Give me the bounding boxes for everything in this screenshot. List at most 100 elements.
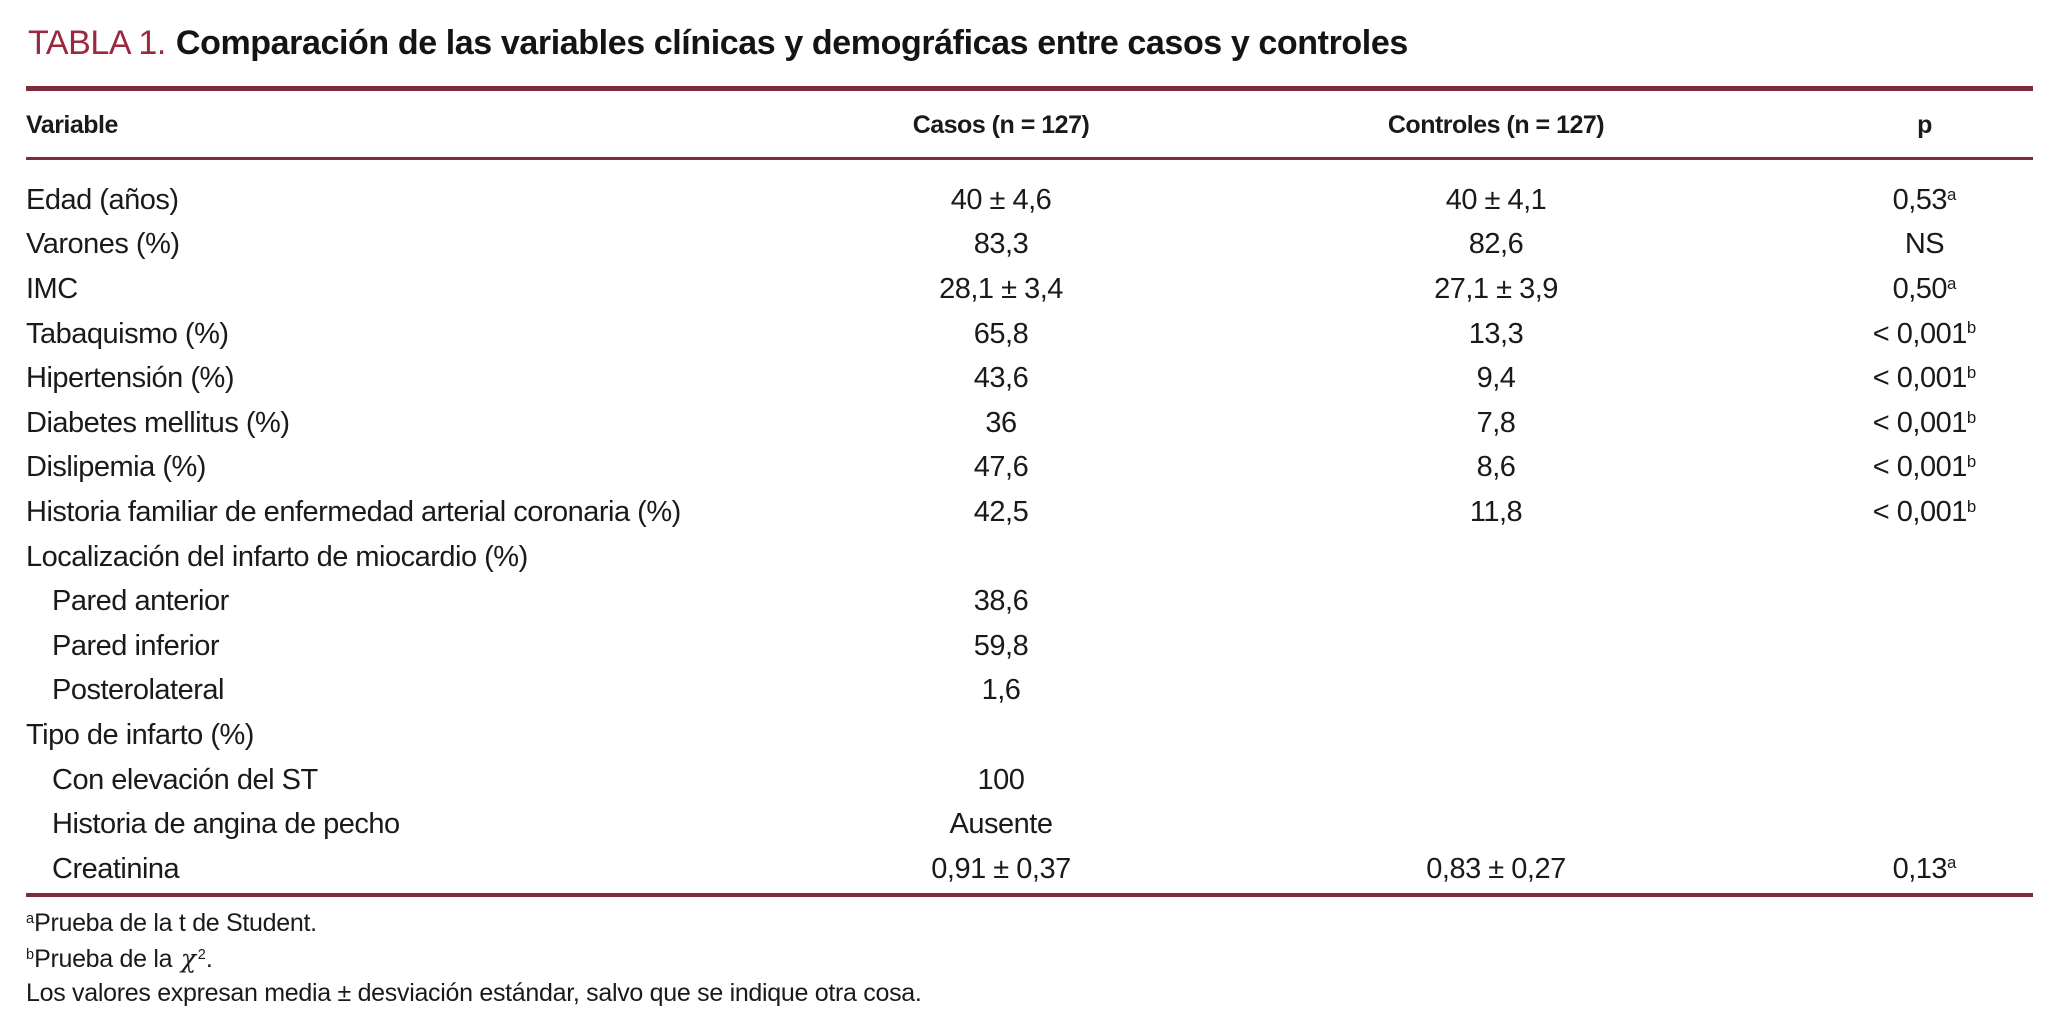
p-footnote-marker: b <box>1966 362 1977 382</box>
footnote-marker: b <box>26 947 35 964</box>
cell-variable: Diabetes mellitus (%) <box>26 406 290 439</box>
table-row: Hipertensión (%) 43,6 9,4 < 0,001b <box>26 356 2033 401</box>
footnote-text-tail: . <box>205 945 213 973</box>
table-row: Tipo de infarto (%) <box>26 713 2033 758</box>
p-value: < 0,001 <box>1872 362 1968 395</box>
cell-casos: 40 ± 4,6 <box>950 183 1052 216</box>
table-header-row: Variable Casos (n = 127) Controles (n = … <box>26 105 2033 145</box>
footnote-general: Los valores expresan media ± desviación … <box>26 976 922 1011</box>
table-body: Edad (años) 40 ± 4,6 40 ± 4,1 0,53a Varo… <box>26 178 2033 892</box>
header-controles: Controles (n = 127) <box>1387 110 1605 139</box>
footnote-marker: a <box>26 911 35 928</box>
cell-controles: 40 ± 4,1 <box>1445 183 1547 216</box>
cell-variable: Edad (años) <box>26 183 179 216</box>
chi-exponent: 2 <box>197 947 206 964</box>
p-footnote-marker: a <box>1947 184 1957 204</box>
table-row: Con elevación del ST 100 <box>26 758 2033 803</box>
header-casos: Casos (n = 127) <box>912 110 1090 139</box>
cell-variable: Varones (%) <box>26 228 180 261</box>
cell-variable: Dislipemia (%) <box>26 451 206 484</box>
cell-variable: Tabaquismo (%) <box>26 317 229 350</box>
cell-controles: 0,83 ± 0,27 <box>1426 852 1566 885</box>
table-row: IMC 28,1 ± 3,4 27,1 ± 3,9 0,50a <box>26 267 2033 312</box>
cell-controles: 9,4 <box>1476 362 1516 395</box>
table-title: TABLA 1. Comparación de las variables clí… <box>28 24 1408 63</box>
cell-p: 0,50a <box>1816 273 2033 306</box>
cell-controles: 8,6 <box>1476 451 1516 484</box>
table-caption: Comparación de las variables clínicas y … <box>175 24 1408 62</box>
cell-p: < 0,001b <box>1816 318 2033 351</box>
table-row: Tabaquismo (%) 65,8 13,3 < 0,001b <box>26 312 2033 357</box>
cell-p: NS <box>1816 228 2033 261</box>
cell-variable: Pared anterior <box>52 585 229 618</box>
cell-casos: 1,6 <box>981 674 1021 707</box>
cell-controles: 13,3 <box>1468 317 1524 350</box>
cell-p: < 0,001b <box>1816 451 2033 484</box>
table-row: Pared inferior 59,8 <box>26 624 2033 669</box>
cell-casos: 83,3 <box>973 228 1029 261</box>
footnote-text: Prueba de la t de Student. <box>34 909 317 937</box>
footnote-text: Prueba de la <box>34 945 179 973</box>
cell-controles: 7,8 <box>1476 406 1516 439</box>
cell-variable: Posterolateral <box>52 674 224 707</box>
table-row: Edad (años) 40 ± 4,6 40 ± 4,1 0,53a <box>26 178 2033 223</box>
cell-casos: 59,8 <box>973 629 1029 662</box>
cell-variable: Hipertensión (%) <box>26 362 234 395</box>
cell-variable: Localización del infarto de miocardio (%… <box>26 540 528 573</box>
cell-p: 0,13a <box>1816 853 2033 886</box>
cell-variable: Creatinina <box>52 852 180 885</box>
table-row: Pared anterior 38,6 <box>26 579 2033 624</box>
cell-variable: Tipo de infarto (%) <box>26 718 254 751</box>
divider-bottom <box>26 893 2033 897</box>
cell-p: < 0,001b <box>1816 496 2033 529</box>
p-value: 0,13 <box>1892 852 1948 885</box>
cell-casos: 42,5 <box>973 495 1029 528</box>
table-row: Dislipemia (%) 47,6 8,6 < 0,001b <box>26 446 2033 491</box>
p-footnote-marker: a <box>1947 853 1957 873</box>
cell-controles: 27,1 ± 3,9 <box>1434 272 1558 305</box>
table-row: Historia familiar de enfermedad arterial… <box>26 490 2033 535</box>
cell-controles: 11,8 <box>1469 495 1523 528</box>
cell-controles: 82,6 <box>1468 228 1524 261</box>
footnote-text: Los valores expresan media ± desviación … <box>26 979 922 1007</box>
p-value: < 0,001 <box>1872 406 1968 439</box>
header-p: p <box>1917 110 1932 139</box>
table-number-label: TABLA 1. <box>28 24 166 62</box>
cell-variable: Pared inferior <box>52 629 220 662</box>
cell-casos: 0,91 ± 0,37 <box>931 852 1071 885</box>
footnote-a: aPrueba de la t de Student. <box>26 906 922 941</box>
cell-casos: 100 <box>977 763 1025 796</box>
divider-header <box>26 157 2033 160</box>
table-row: Localización del infarto de miocardio (%… <box>26 535 2033 580</box>
cell-casos: 43,6 <box>973 362 1029 395</box>
table-row: Varones (%) 83,3 82,6 NS <box>26 223 2033 268</box>
p-value: < 0,001 <box>1872 317 1968 350</box>
cell-p: < 0,001b <box>1816 407 2033 440</box>
cell-p: < 0,001b <box>1816 362 2033 395</box>
footnote-b: bPrueba de la χ 2. <box>26 941 922 976</box>
cell-casos: 38,6 <box>973 585 1029 618</box>
p-footnote-marker: b <box>1966 496 1977 516</box>
cell-p: 0,53a <box>1816 184 2033 217</box>
cell-casos: 28,1 ± 3,4 <box>939 272 1063 305</box>
p-value: 0,50 <box>1892 272 1948 305</box>
cell-casos: Ausente <box>949 808 1053 841</box>
table-row: Creatinina 0,91 ± 0,37 0,83 ± 0,27 0,13a <box>26 847 2033 892</box>
table-row: Historia de angina de pecho Ausente <box>26 802 2033 847</box>
chi-symbol: χ <box>180 944 196 973</box>
p-footnote-marker: b <box>1966 318 1977 338</box>
p-value: < 0,001 <box>1872 451 1968 484</box>
cell-casos: 36 <box>985 406 1017 439</box>
p-value: < 0,001 <box>1872 495 1968 528</box>
cell-variable: Con elevación del ST <box>52 763 318 796</box>
table-row: Posterolateral 1,6 <box>26 669 2033 714</box>
cell-variable: IMC <box>26 272 78 305</box>
p-footnote-marker: b <box>1966 452 1977 472</box>
cell-variable: Historia de angina de pecho <box>52 808 400 841</box>
p-value: NS <box>1904 228 1945 261</box>
p-footnote-marker: b <box>1966 407 1977 427</box>
divider-top <box>26 86 2033 91</box>
cell-casos: 47,6 <box>973 451 1029 484</box>
p-value: 0,53 <box>1892 183 1948 216</box>
